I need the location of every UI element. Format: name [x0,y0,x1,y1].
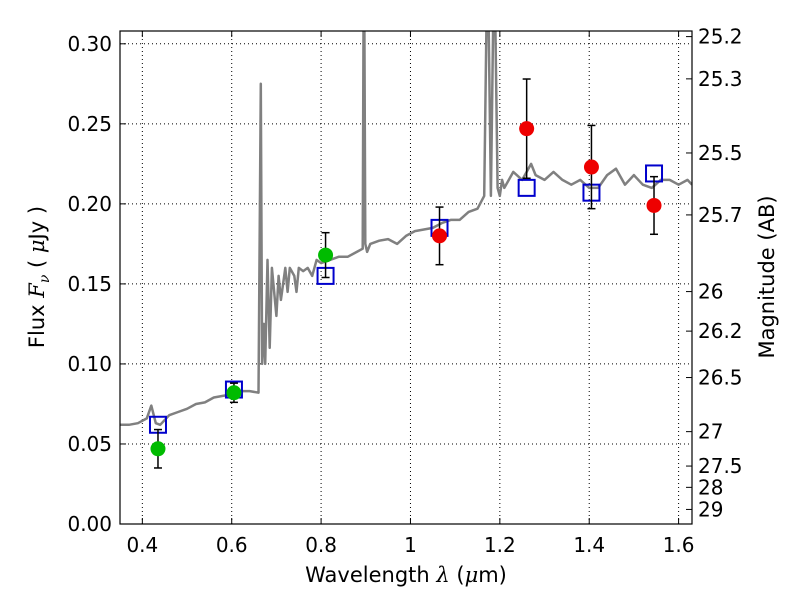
magnitude-tick-label: 28 [698,475,723,499]
magnitude-tick-label: 26 [698,280,723,304]
y-tick-label: 0.05 [67,432,112,456]
x-tick-label: 1.4 [573,533,605,557]
data-layer [120,31,692,469]
magnitude-tick-label: 27.5 [698,454,743,478]
detection-point [519,121,535,137]
y-tick-label: 0.00 [67,512,112,536]
x-tick-label: 0.6 [216,533,248,557]
y-axis: 0.00 0.05 0.10 0.15 0.20 0.25 0.30 [67,32,126,536]
detection-point [150,441,166,457]
detection-point [432,228,448,244]
magnitude-tick-label: 29 [698,497,723,521]
plot-area [119,30,693,525]
y-tick-label: 0.30 [67,32,112,56]
y-tick-label: 0.15 [67,272,112,296]
detection-point [318,247,334,263]
x-tick-label: 1.2 [484,533,516,557]
model-square [517,178,536,197]
spectrum-line [120,31,692,427]
detection-point [646,197,662,213]
detection-point [226,385,242,401]
detection-point [583,159,599,175]
x-tick-label: 0.4 [126,533,158,557]
x-tick-label: 1.6 [663,533,695,557]
y-tick-label: 0.10 [67,352,112,376]
magnitude-tick-label: 25.3 [698,67,743,91]
magnitude-tick-label: 26.5 [698,366,743,390]
x-axis: 0.4 0.6 0.8 1 1.2 1.4 1.6 [126,31,695,557]
magnitude-tick-label: 26.2 [698,319,743,343]
x-axis-title: Wavelength λ (μm) [305,563,507,587]
plot-frame [119,30,693,525]
magnitude-tick-label: 25.2 [698,25,743,49]
y-axis-title: Flux Fν ( μJy ) [25,206,53,348]
magnitude-tick-label: 25.7 [698,203,743,227]
x-tick-label: 1 [404,533,417,557]
magnitude-tick-label: 25.5 [698,141,743,165]
y-tick-label: 0.25 [67,112,112,136]
y-tick-label: 0.20 [67,192,112,216]
magnitude-axis-title: Magnitude (AB) [755,195,779,358]
x-tick-label: 0.8 [305,533,337,557]
magnitude-tick-label: 27 [698,420,723,444]
